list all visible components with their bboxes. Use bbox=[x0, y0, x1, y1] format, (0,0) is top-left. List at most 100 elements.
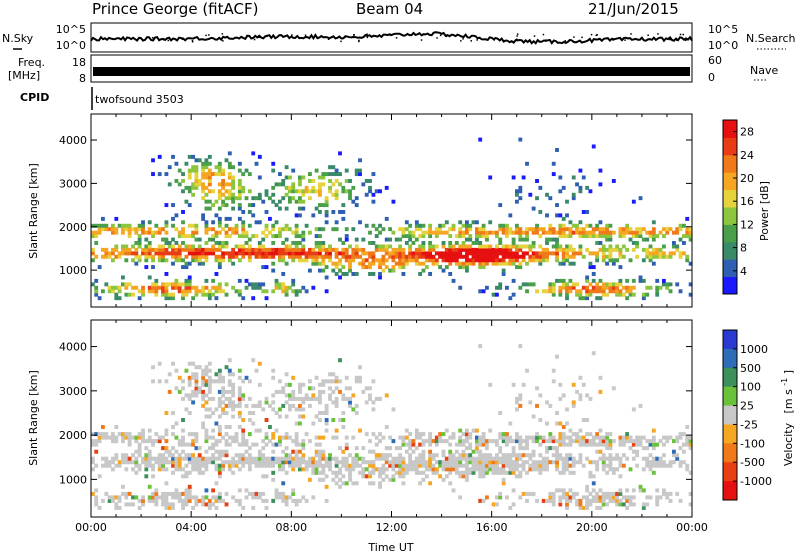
range-cell bbox=[608, 254, 613, 259]
range-cell bbox=[171, 463, 175, 468]
range-cell bbox=[271, 368, 276, 373]
range-cell bbox=[207, 289, 212, 294]
range-cell bbox=[364, 265, 369, 270]
range-cell bbox=[515, 247, 519, 252]
range-cell bbox=[454, 460, 459, 465]
range-cell bbox=[127, 234, 132, 239]
range-cell bbox=[371, 192, 376, 197]
range-cell bbox=[177, 442, 182, 447]
range-cell bbox=[638, 403, 643, 408]
range-cell bbox=[181, 505, 185, 510]
range-cell bbox=[645, 254, 650, 259]
range-cell bbox=[581, 227, 586, 232]
range-cell bbox=[561, 456, 566, 461]
range-cell bbox=[187, 393, 192, 398]
range-cell bbox=[508, 453, 513, 458]
range-cell bbox=[545, 289, 549, 294]
range-cell bbox=[174, 368, 179, 373]
range-cell bbox=[635, 442, 640, 447]
range-cell bbox=[197, 460, 202, 465]
range-cell bbox=[361, 446, 366, 451]
range-cell bbox=[595, 285, 600, 290]
range-cell bbox=[214, 379, 219, 384]
range-cell bbox=[488, 428, 493, 433]
range-cell bbox=[177, 460, 182, 465]
range-cell bbox=[157, 154, 162, 159]
range-cell bbox=[314, 442, 319, 447]
range-cell bbox=[548, 237, 553, 242]
range-cell bbox=[278, 414, 282, 419]
range-cell bbox=[231, 470, 236, 475]
range-cell bbox=[338, 460, 342, 465]
range-cell bbox=[374, 442, 379, 447]
range-cell bbox=[531, 230, 536, 235]
range-cell bbox=[645, 456, 650, 461]
range-cell bbox=[648, 495, 653, 500]
range-cell bbox=[618, 227, 623, 232]
range-cell bbox=[174, 456, 179, 461]
range-cell bbox=[274, 491, 279, 496]
range-cell bbox=[187, 189, 192, 194]
range-cell bbox=[341, 393, 346, 398]
range-cell bbox=[531, 439, 536, 444]
range-cell bbox=[177, 467, 182, 472]
range-cell bbox=[531, 414, 536, 419]
range-cell bbox=[601, 463, 606, 468]
range-cell bbox=[411, 449, 416, 454]
range-cell bbox=[334, 179, 339, 183]
range-cell bbox=[204, 432, 209, 437]
range-cell bbox=[294, 442, 299, 447]
range-cell bbox=[321, 453, 326, 458]
range-cell bbox=[291, 241, 296, 245]
range-cell bbox=[114, 247, 119, 252]
range-cell bbox=[368, 230, 372, 235]
range-cell bbox=[481, 289, 486, 294]
range-cell bbox=[194, 365, 199, 370]
range-cell bbox=[311, 251, 316, 256]
range-cell bbox=[274, 442, 279, 447]
range-cell bbox=[181, 439, 185, 444]
range-cell bbox=[217, 223, 222, 228]
range-cell bbox=[478, 453, 483, 458]
range-cell bbox=[621, 439, 626, 444]
range-cell bbox=[621, 292, 626, 297]
range-cell bbox=[581, 230, 586, 235]
range-cell bbox=[217, 396, 222, 401]
range-cell bbox=[368, 254, 372, 259]
range-cell bbox=[191, 223, 196, 228]
range-cell bbox=[217, 432, 222, 437]
range-cell bbox=[204, 467, 209, 472]
range-cell bbox=[281, 289, 286, 294]
range-cell bbox=[501, 258, 506, 263]
range-cell bbox=[585, 418, 590, 423]
range-cell bbox=[264, 251, 269, 256]
range-cell bbox=[204, 495, 209, 500]
range-cell bbox=[181, 442, 185, 447]
range-cell bbox=[214, 498, 219, 503]
range-cell bbox=[548, 439, 553, 444]
range-cell bbox=[478, 498, 483, 503]
range-cell bbox=[241, 185, 246, 190]
range-cell bbox=[117, 254, 122, 259]
range-cell bbox=[481, 498, 486, 503]
range-cell bbox=[465, 268, 469, 273]
range-cell bbox=[388, 477, 393, 482]
range-cell bbox=[565, 463, 569, 468]
range-cell bbox=[131, 453, 135, 458]
range-cell bbox=[591, 265, 596, 270]
range-cell bbox=[501, 463, 506, 468]
range-cell bbox=[94, 254, 99, 259]
range-cell bbox=[147, 428, 152, 433]
range-cell bbox=[164, 428, 169, 433]
range-cell bbox=[651, 247, 656, 252]
range-cell bbox=[548, 282, 553, 287]
range-cell bbox=[585, 230, 590, 235]
range-cell bbox=[137, 244, 142, 249]
range-cell bbox=[264, 442, 269, 447]
noise-search-dot bbox=[353, 34, 355, 36]
range-cell bbox=[408, 446, 413, 451]
range-cell bbox=[291, 456, 296, 461]
range-cell bbox=[154, 439, 159, 444]
range-cell bbox=[508, 296, 513, 301]
range-cell bbox=[685, 463, 690, 468]
